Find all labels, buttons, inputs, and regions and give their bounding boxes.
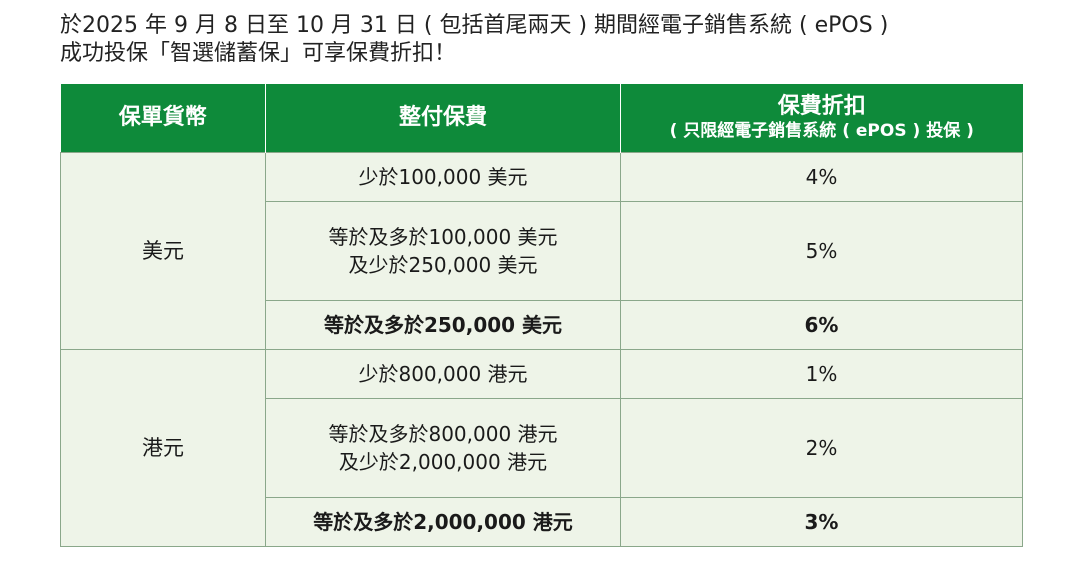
premium-cell: 等於及多於800,000 港元 及少於2,000,000 港元	[265, 398, 621, 498]
premium-cell: 等於及多於250,000 美元	[265, 300, 621, 350]
table-row: 等於及多於2,000,000 港元 3%	[61, 497, 1023, 547]
discount-cell: 3%	[620, 497, 1023, 547]
premium-cell: 等於及多於2,000,000 港元	[265, 497, 621, 547]
header-policy-currency: 保單貨幣	[60, 84, 266, 153]
header-single-premium: 整付保費	[265, 84, 621, 153]
table-row: 美元 少於100,000 美元 4%	[60, 152, 1023, 350]
intro-paragraph: 於2025 年 9 月 8 日至 10 月 31 日 ( 包括首尾兩天 ) 期間…	[60, 12, 1040, 68]
intro-line-1: 於2025 年 9 月 8 日至 10 月 31 日 ( 包括首尾兩天 ) 期間…	[60, 13, 889, 38]
discount-cell: 2%	[620, 398, 1023, 498]
premium-cell: 少於100,000 美元	[265, 152, 621, 202]
table-header-row: 保單貨幣 整付保費 保費折扣 ( 只限經電子銷售系統 ( ePOS ) 投保 )	[60, 84, 1023, 153]
discount-cell: 4%	[620, 152, 1023, 202]
intro-line-2: 成功投保「智選儲蓄保」可享保費折扣！	[60, 41, 457, 66]
currency-cell: 港元	[60, 349, 266, 547]
table-row: 等於及多於100,000 美元 及少於250,000 美元 5%	[61, 201, 1023, 301]
table-row: 等於及多於800,000 港元 及少於2,000,000 港元 2%	[61, 398, 1023, 498]
header-discount-title: 保費折扣	[777, 94, 866, 119]
table-row: 港元 少於800,000 港元 1%	[60, 349, 1023, 547]
discount-cell: 6%	[620, 300, 1023, 350]
header-premium-discount: 保費折扣 ( 只限經電子銷售系統 ( ePOS ) 投保 )	[620, 84, 1023, 153]
premium-cell: 等於及多於100,000 美元 及少於250,000 美元	[265, 201, 621, 301]
discount-table: 保單貨幣 整付保費 保費折扣 ( 只限經電子銷售系統 ( ePOS ) 投保 )…	[60, 84, 1023, 547]
header-discount-note: ( 只限經電子銷售系統 ( ePOS ) 投保 )	[669, 121, 974, 141]
discount-cell: 1%	[620, 349, 1023, 399]
premium-cell: 少於800,000 港元	[265, 349, 621, 399]
currency-cell: 美元	[60, 152, 266, 350]
discount-cell: 5%	[620, 201, 1023, 301]
